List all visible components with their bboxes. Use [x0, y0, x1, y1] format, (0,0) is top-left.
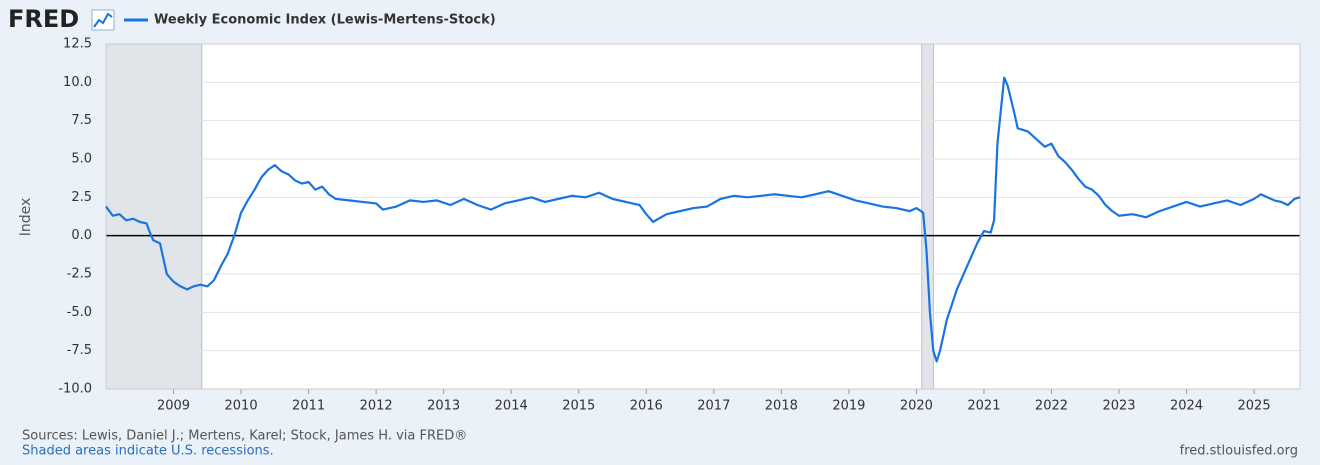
x-tick-label: 2023	[1102, 399, 1135, 414]
y-tick-label: 10.0	[63, 75, 92, 90]
x-tick-label: 2018	[765, 399, 798, 414]
y-tick-label: -10.0	[58, 382, 92, 397]
plot-area	[106, 44, 1300, 389]
y-tick-label: -7.5	[67, 343, 92, 358]
y-tick-label: 12.5	[63, 37, 92, 52]
recession-note: Shaded areas indicate U.S. recessions.	[22, 444, 274, 459]
x-tick-label: 2024	[1170, 399, 1203, 414]
x-tick-label: 2025	[1238, 399, 1271, 414]
plot-border	[105, 43, 1301, 390]
x-tick-label: 2014	[495, 399, 528, 414]
x-tick-label: 2010	[225, 399, 258, 414]
recession-band	[105, 43, 203, 390]
logo: FRED	[8, 5, 79, 33]
plot	[105, 43, 1301, 394]
x-tick-label: 2012	[360, 399, 393, 414]
x-tick-label: 2015	[562, 399, 595, 414]
x-tick-label: 2011	[292, 399, 325, 414]
y-tick-label: 5.0	[71, 152, 92, 167]
x-tick-label: 2019	[832, 399, 865, 414]
y-tick-label: -5.0	[67, 305, 92, 320]
x-tick-label: 2016	[630, 399, 663, 414]
site: fred.stlouisfed.org	[1180, 444, 1298, 459]
y-tick-label: 0.0	[71, 228, 92, 243]
x-tick-label: 2022	[1035, 399, 1068, 414]
y-axis-title: Index	[18, 198, 34, 237]
y-tick-label: 2.5	[71, 190, 92, 205]
x-tick-label: 2021	[967, 399, 1000, 414]
x-tick-label: 2020	[900, 399, 933, 414]
x-tick-label: 2017	[697, 399, 730, 414]
logo-icon	[91, 9, 115, 31]
legend-label: Weekly Economic Index (Lewis-Mertens-Sto…	[154, 13, 496, 28]
y-tick-label: -2.5	[67, 267, 92, 282]
x-tick-label: 2009	[157, 399, 190, 414]
x-tick-label: 2013	[427, 399, 460, 414]
series-line	[105, 76, 1301, 363]
source: Sources: Lewis, Daniel J.; Mertens, Kare…	[22, 429, 467, 444]
y-tick-label: 7.5	[71, 113, 92, 128]
